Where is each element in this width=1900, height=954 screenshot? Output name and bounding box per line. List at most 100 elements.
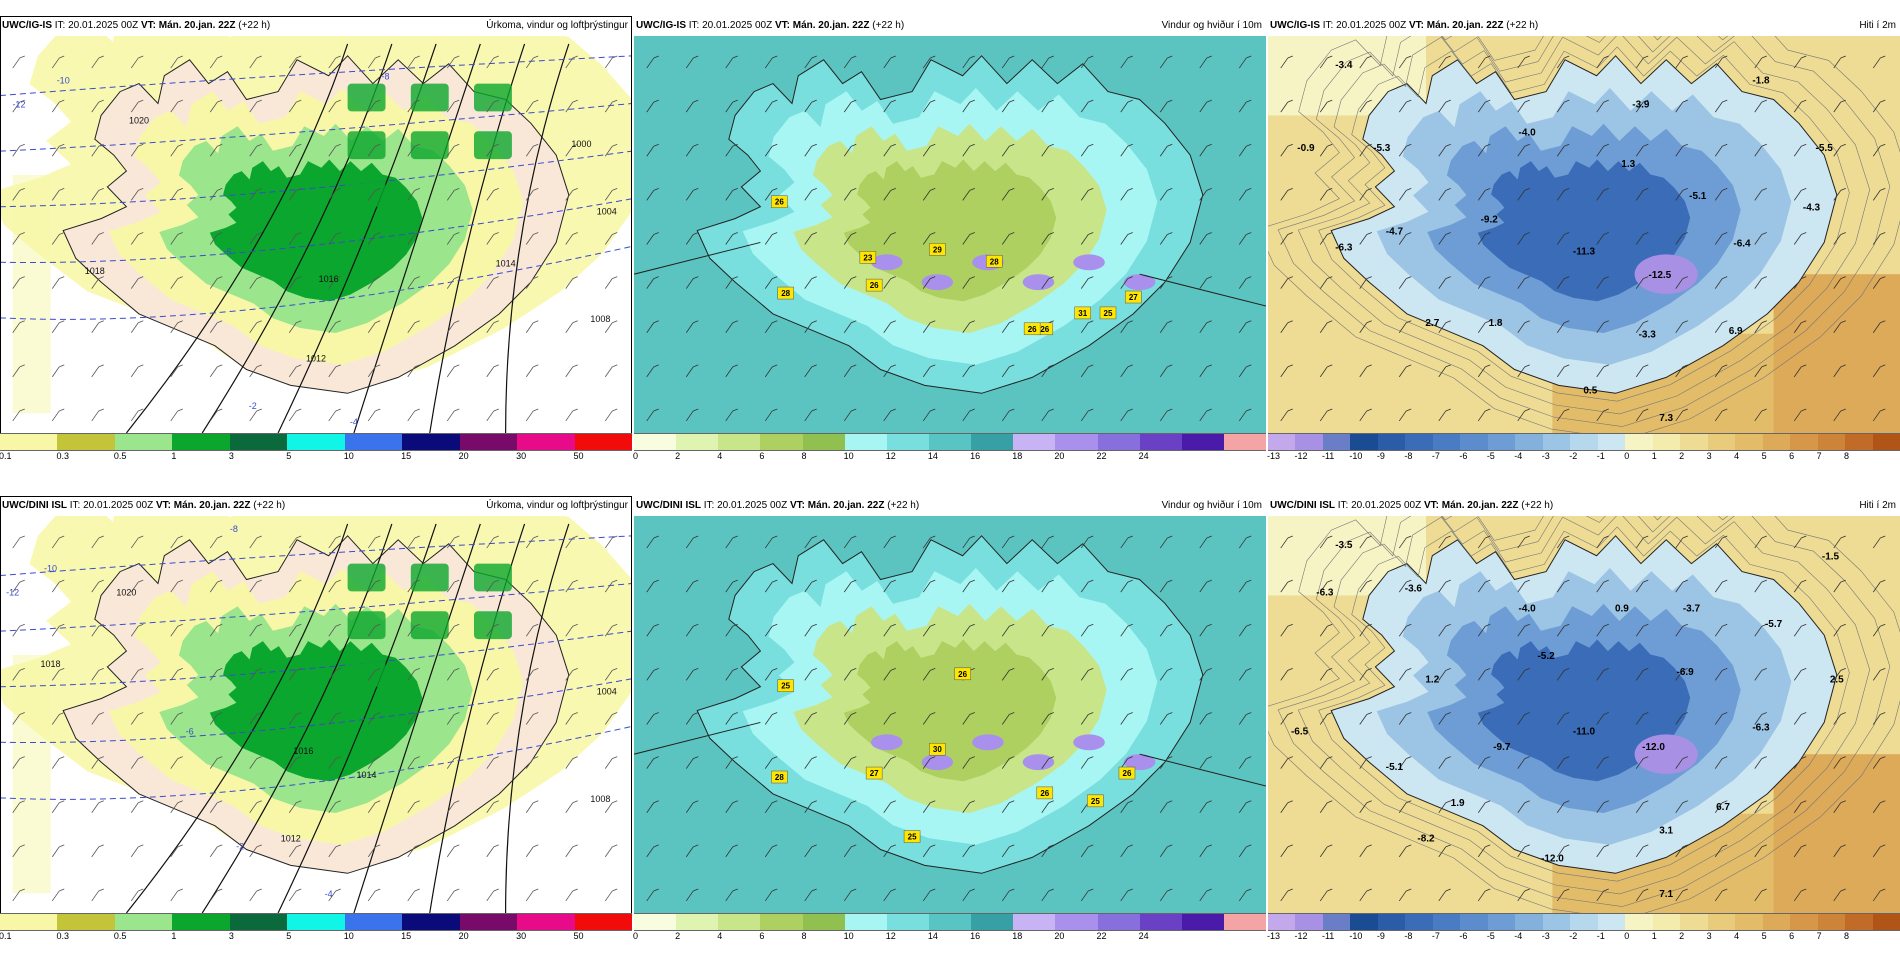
wind-barb	[486, 410, 495, 422]
wind-barb	[1246, 623, 1252, 627]
wind-barb	[1754, 366, 1763, 378]
wind-barb	[572, 143, 578, 147]
wind-barb	[217, 188, 223, 191]
wind-barb	[1682, 756, 1688, 759]
wind-barb	[98, 579, 104, 583]
wind-barb	[328, 626, 337, 637]
wind-barb	[177, 844, 183, 848]
wind-barb	[59, 143, 65, 147]
wind-barb	[1167, 364, 1173, 368]
wind-barb	[930, 668, 936, 671]
wind-barb	[1088, 623, 1094, 627]
legend-tick-label: 1	[1651, 931, 1657, 941]
wind-barb	[288, 57, 297, 69]
wind-barb	[1167, 276, 1173, 279]
wind-barb	[1524, 668, 1530, 671]
isotherm-line	[1277, 516, 1891, 907]
wind-barb	[1477, 190, 1486, 201]
wind-barb	[1872, 626, 1881, 637]
wind-barb	[367, 537, 376, 549]
legend-tick-label: 4	[717, 451, 723, 461]
wind-barb	[572, 579, 578, 583]
wind-barb	[446, 322, 455, 333]
wind-barb	[883, 890, 892, 902]
wind-barb	[772, 712, 778, 715]
wind-barb	[1872, 57, 1881, 69]
wind-barb	[1246, 579, 1252, 583]
legend-swatch	[844, 914, 887, 930]
wind-barb	[930, 623, 936, 627]
wind-barb	[1722, 712, 1728, 715]
wind-barb	[646, 846, 655, 858]
wind-barb	[804, 670, 813, 681]
gust-area-shape	[1073, 734, 1105, 751]
wind-barb	[1127, 99, 1133, 103]
wind-barb	[1485, 55, 1491, 59]
wind-barb	[653, 188, 659, 191]
wind-barb	[375, 844, 381, 848]
wind-barb	[922, 146, 931, 157]
wind-barb	[1159, 758, 1168, 769]
wind-barb	[98, 55, 104, 59]
wind-barb	[969, 888, 975, 892]
wind-barb	[962, 890, 971, 902]
wind-barb	[288, 581, 297, 593]
wind-barb	[1517, 846, 1526, 858]
wind-barb	[804, 581, 813, 593]
wind-barb	[1206, 188, 1212, 191]
temperature-value-label: 1.9	[1451, 798, 1465, 809]
wind-barb	[725, 626, 734, 637]
wind-barb	[1120, 626, 1129, 637]
legend-tick-label: -4	[1514, 931, 1523, 941]
wind-barb	[1167, 800, 1173, 804]
wind-barb	[1238, 581, 1247, 593]
panel-header: UWC/IG-IS IT: 20.01.2025 00Z VT: Mán. 20…	[1268, 16, 1900, 36]
valid-time-label: VT:	[140, 20, 156, 31]
wind-barb	[1524, 800, 1530, 804]
wind-barb	[407, 146, 416, 157]
map-svg: -3.5-6.3 -3.6-4.0 0.9 -3.7-1.5-5.7-5.2-6.91…	[1268, 516, 1900, 913]
wind-barb	[1206, 99, 1212, 103]
wind-barb	[533, 408, 539, 412]
wind-barb	[1280, 366, 1289, 378]
wind-barb	[170, 322, 179, 333]
legend-tick-label: 10	[843, 451, 854, 461]
wind-barb	[328, 234, 337, 245]
legend-tick-label: 0	[633, 451, 639, 461]
gust-area-shape	[1022, 274, 1055, 291]
wind-barb	[296, 188, 302, 191]
wind-barb	[693, 232, 699, 235]
wind-barb	[446, 278, 455, 289]
wind-barb	[693, 756, 699, 759]
wind-barb	[572, 99, 578, 103]
wind-barb	[1880, 276, 1886, 279]
wind-barb	[1445, 668, 1451, 671]
legend-tick-label: 0.1	[0, 451, 12, 461]
wind-barb	[1080, 890, 1089, 902]
legend-swatch	[760, 914, 803, 930]
wind-barb	[772, 99, 778, 103]
wind-barb	[646, 758, 655, 769]
wind-barb	[1722, 143, 1728, 147]
wind-barb	[1840, 143, 1846, 147]
wind-barb	[1167, 55, 1173, 59]
wind-barb	[1238, 57, 1247, 69]
wind-barb	[138, 623, 144, 627]
wind-barb	[1080, 846, 1089, 858]
legend-swatch	[886, 914, 929, 930]
wind-barb	[1327, 320, 1333, 324]
wind-barb	[1199, 890, 1208, 902]
wind-barb	[1635, 802, 1644, 813]
wind-barb	[1206, 364, 1212, 368]
wind-barb	[1596, 537, 1605, 549]
init-time: IT: 20.01.2025 00Z	[69, 500, 154, 511]
wind-barb	[454, 579, 460, 583]
wind-barb	[12, 146, 21, 157]
wind-barb	[890, 276, 896, 279]
legend-ticks: 0.1 0.3 0.5 1 3 5 10 15 20 30 50	[0, 931, 632, 943]
wind-barb	[1840, 320, 1846, 324]
wind-barb	[493, 364, 499, 368]
wind-barb	[1603, 99, 1609, 103]
wind-barb	[725, 146, 734, 157]
wind-barb	[653, 535, 659, 539]
